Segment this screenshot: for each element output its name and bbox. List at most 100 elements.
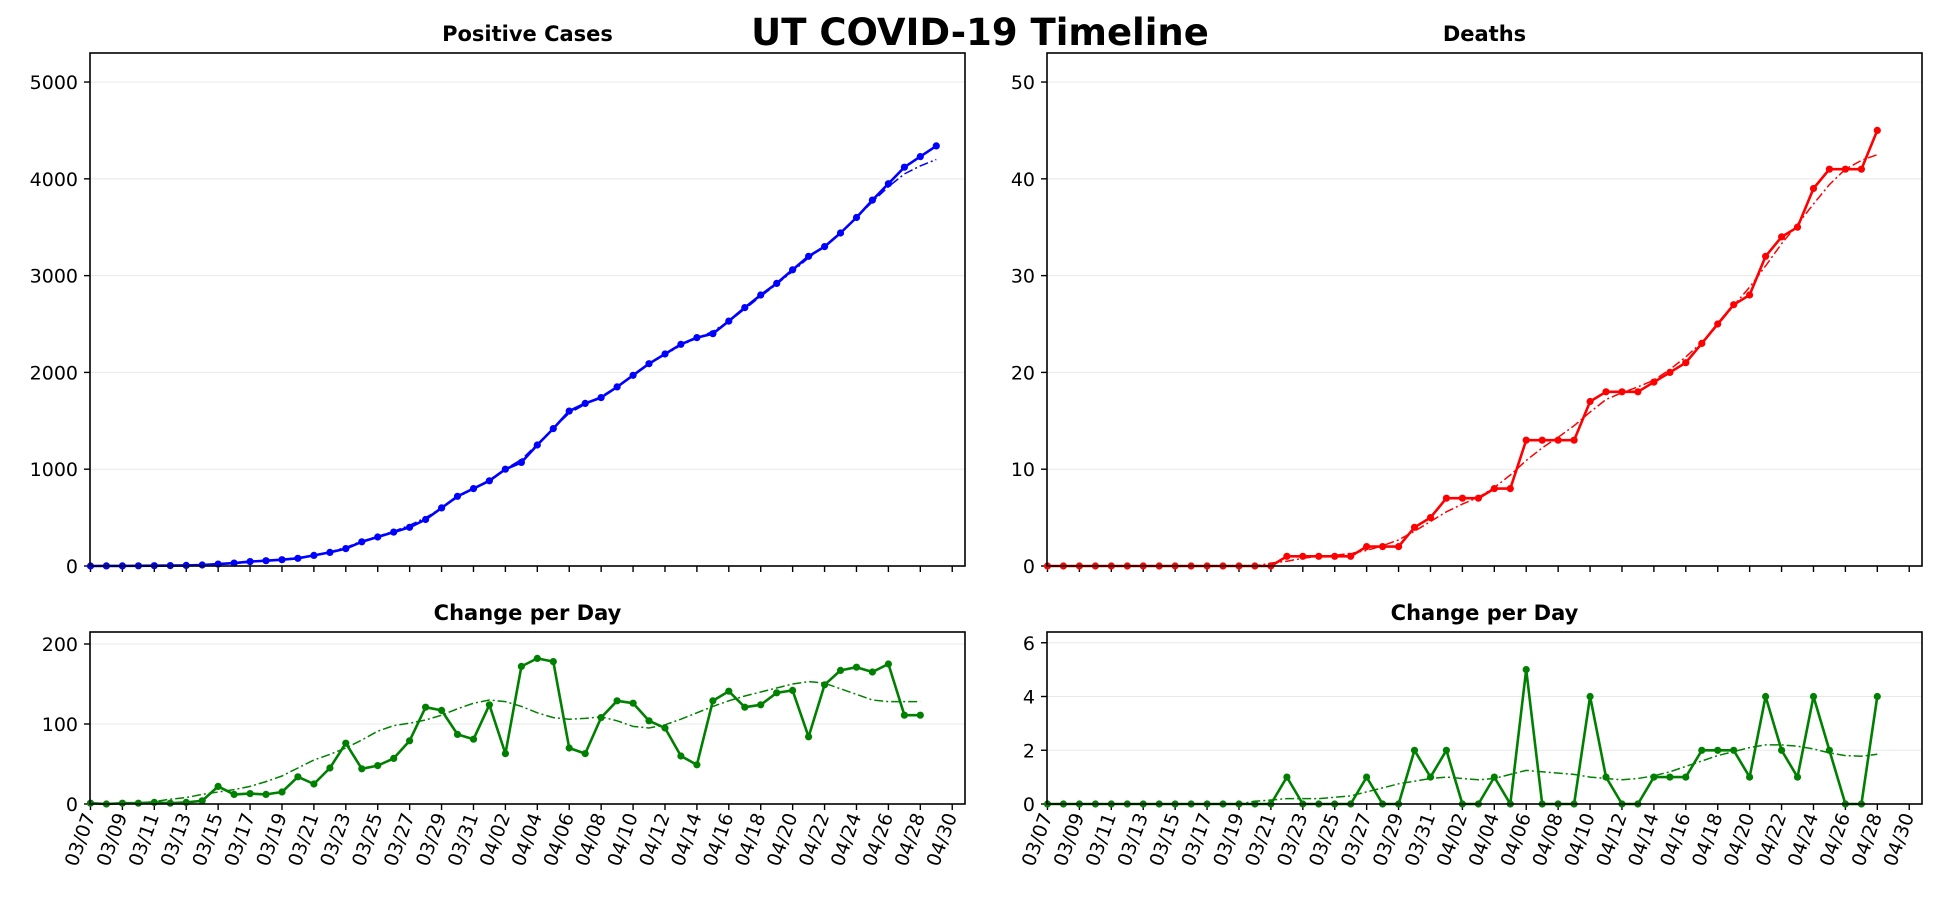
figure-suptitle: UT COVID-19 Timeline: [751, 11, 1209, 54]
y-tick-label: 20: [1011, 362, 1035, 384]
trend-line-cases: [90, 158, 937, 567]
panel-title: Positive Cases: [442, 22, 613, 46]
data-point: [549, 425, 557, 433]
plot-frame: [1046, 52, 1923, 567]
data-point: [868, 668, 877, 676]
trend-line-deaths_change: [1047, 744, 1878, 805]
data-point: [916, 153, 924, 161]
data-point: [1650, 378, 1658, 386]
y-tick-label: 5000: [30, 72, 78, 94]
data-point: [438, 504, 446, 512]
data-point: [1586, 692, 1594, 701]
data-point: [1522, 666, 1530, 674]
y-tick-label: 0: [1023, 794, 1035, 816]
data-point: [1730, 746, 1738, 754]
y-tick-label: 50: [1011, 72, 1035, 94]
data-point: [374, 533, 382, 541]
data-point: [900, 711, 909, 719]
data-point: [1873, 126, 1881, 134]
data-point: [1682, 773, 1690, 781]
data-point: [900, 163, 909, 171]
data-point: [1778, 746, 1786, 754]
data-point: [868, 196, 877, 204]
y-tick-label: 4000: [30, 169, 78, 191]
data-point: [1793, 773, 1802, 781]
data-point: [326, 548, 334, 557]
chart-panels: Positive Cases010002000300040005000Death…: [30, 22, 1923, 869]
series-line-cases: [90, 144, 938, 568]
data-point: [932, 142, 940, 150]
y-tick-label: 0: [66, 794, 78, 816]
data-point: [1730, 301, 1738, 309]
data-point: [214, 782, 222, 791]
data-point: [1857, 165, 1865, 173]
data-point: [1682, 359, 1690, 367]
data-point: [821, 681, 829, 689]
data-point: [1714, 320, 1722, 328]
data-point: [805, 252, 813, 260]
data-point: [757, 701, 765, 709]
data-point: [773, 279, 781, 287]
data-point: [485, 701, 493, 709]
y-tick-label: 0: [66, 556, 78, 578]
data-point: [1634, 388, 1642, 396]
data-point: [1283, 552, 1291, 560]
data-point: [1474, 494, 1482, 502]
data-point: [485, 477, 493, 485]
data-point: [326, 764, 334, 772]
panel-cases_change: Change per Day010020003/0703/0903/1103/1…: [42, 601, 966, 869]
data-point: [597, 714, 605, 722]
data-point: [1618, 388, 1626, 396]
data-point: [789, 266, 797, 274]
data-point: [581, 750, 589, 758]
data-point: [1522, 436, 1530, 444]
data-point: [1809, 692, 1818, 701]
data-point: [916, 711, 924, 719]
data-point: [294, 773, 302, 781]
data-point: [773, 689, 781, 697]
plot-frame: [89, 52, 966, 567]
data-point: [1698, 339, 1706, 347]
data-point: [501, 750, 509, 758]
data-point: [549, 658, 557, 666]
data-point: [661, 724, 669, 732]
data-point: [1762, 252, 1770, 260]
data-point: [821, 243, 829, 251]
data-point: [1458, 494, 1466, 502]
data-point: [342, 739, 350, 747]
data-point: [406, 737, 414, 745]
data-point: [693, 334, 701, 342]
data-point: [884, 660, 893, 668]
data-point: [1650, 773, 1658, 781]
data-point: [709, 330, 717, 338]
data-point: [1746, 291, 1754, 299]
data-point: [246, 558, 254, 566]
data-point: [629, 699, 637, 707]
data-point: [1426, 773, 1435, 781]
data-point: [1809, 184, 1818, 193]
data-point: [1714, 746, 1722, 754]
data-point: [836, 229, 845, 237]
y-tick-label: 6: [1023, 633, 1035, 655]
data-point: [422, 703, 430, 711]
data-point: [1506, 485, 1514, 493]
data-point: [198, 797, 206, 805]
data-point: [805, 733, 813, 741]
data-point: [501, 465, 509, 473]
y-tick-label: 200: [42, 634, 78, 656]
data-point: [645, 717, 653, 725]
data-point: [1602, 388, 1610, 396]
panel-title: Deaths: [1443, 22, 1526, 46]
data-point: [1825, 746, 1833, 754]
data-point: [533, 654, 541, 663]
data-point: [230, 790, 238, 799]
data-point: [677, 752, 685, 760]
data-point: [230, 559, 238, 567]
panel-cases: Positive Cases 0 1000 2000 3000 4000 5000: [30, 22, 966, 578]
y-tick-label: 100: [42, 714, 78, 736]
data-point: [613, 697, 621, 705]
data-point: [1331, 552, 1339, 560]
data-point: [645, 360, 653, 368]
data-point: [1442, 494, 1450, 502]
data-point: [677, 340, 685, 348]
